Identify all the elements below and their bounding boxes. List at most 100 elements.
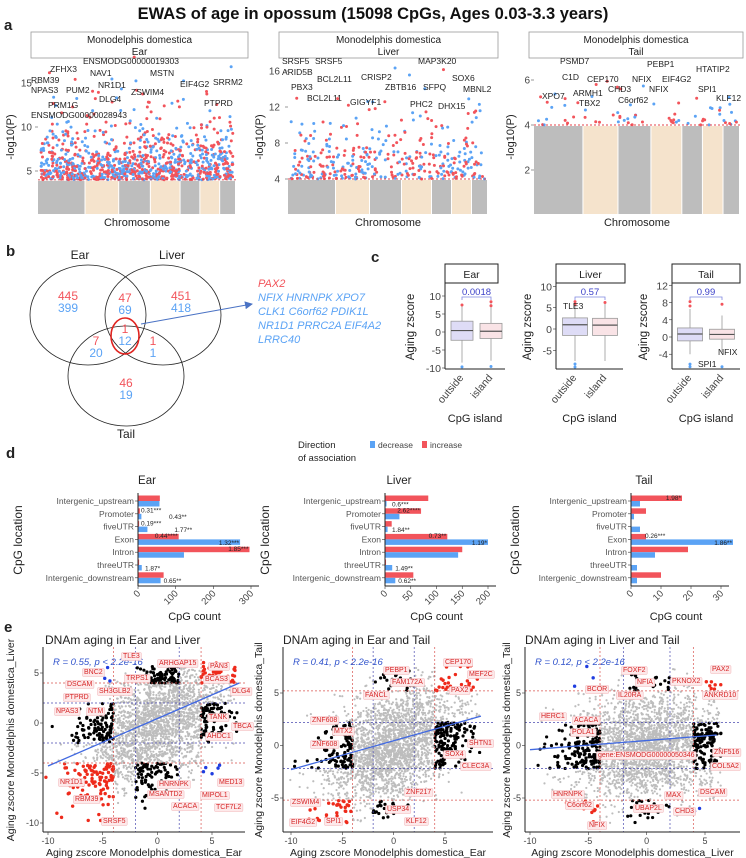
- cpg-point: [181, 722, 185, 725]
- cpg-point: [232, 698, 236, 701]
- cpg-point: [153, 160, 157, 164]
- cpg-point: [119, 108, 123, 112]
- cpg-point: [293, 149, 297, 153]
- cpg-point: [145, 705, 148, 708]
- cpg-point: [224, 160, 228, 164]
- legend-swatch-increase: [422, 441, 427, 448]
- cpg-point: [418, 114, 422, 118]
- cpg-point: [188, 760, 191, 763]
- gene-label: RBM39: [73, 795, 101, 804]
- cpg-point: [331, 166, 335, 170]
- cpg-point: [135, 703, 139, 706]
- cpg-point: [155, 752, 158, 756]
- cpg-point: [182, 172, 186, 176]
- cpg-point: [185, 687, 189, 690]
- cpg-point: [539, 95, 543, 99]
- cpg-point: [357, 145, 361, 149]
- cpg-point: [458, 168, 462, 172]
- cpg-point: [181, 762, 184, 765]
- cpg-point: [85, 122, 89, 126]
- cpg-point: [189, 682, 192, 685]
- cpg-point: [196, 140, 200, 144]
- cpg-point: [129, 141, 133, 145]
- cpg-point: [335, 155, 339, 159]
- cpg-point: [116, 737, 119, 741]
- cpg-point: [424, 773, 428, 776]
- cpg-point: [173, 694, 176, 697]
- cpg-point: [227, 164, 231, 168]
- cpg-point: [200, 126, 204, 130]
- x-tick-label: island: [699, 372, 726, 401]
- y-tick-label: 0: [662, 332, 668, 344]
- gene-label: PTPRD: [63, 693, 91, 702]
- cpg-point: [97, 157, 101, 161]
- cpg-point: [122, 726, 125, 729]
- cpg-point: [205, 92, 209, 96]
- cpg-point: [121, 737, 124, 740]
- gene-label: NR1D1: [98, 80, 126, 90]
- cpg-point: [147, 164, 151, 168]
- cpg-point: [135, 666, 139, 670]
- cpg-point: [195, 163, 199, 167]
- cpg-point: [120, 729, 123, 732]
- cpg-point: [190, 143, 194, 147]
- cpg-point: [111, 765, 115, 769]
- cpg-point: [197, 146, 201, 150]
- cpg-point: [150, 764, 154, 768]
- cpg-point: [67, 178, 71, 182]
- cpg-point: [298, 171, 302, 175]
- chromosome-band: [288, 180, 335, 214]
- gene-label: ZFHX3: [50, 64, 77, 74]
- cpg-point: [186, 717, 190, 720]
- cpg-point: [109, 775, 114, 779]
- cpg-point: [191, 723, 194, 727]
- cpg-point: [190, 772, 193, 775]
- cpg-point: [106, 157, 110, 161]
- cpg-point: [62, 139, 66, 143]
- cpg-point: [78, 154, 82, 158]
- cpg-point: [182, 725, 185, 728]
- cpg-point: [357, 169, 361, 173]
- cpg-point: [162, 735, 165, 738]
- bar-annotation: 0.62**: [398, 578, 416, 585]
- cpg-point: [168, 763, 173, 767]
- cpg-point: [167, 682, 170, 686]
- cpg-point: [191, 715, 194, 719]
- cpg-point: [163, 750, 167, 754]
- cpg-point: [189, 158, 193, 162]
- cpg-point: [94, 153, 98, 157]
- chromosome-band: [119, 180, 150, 214]
- cpg-point: [178, 174, 182, 178]
- cpg-point: [85, 772, 89, 776]
- cpg-point: [93, 97, 97, 101]
- cpg-point: [89, 155, 93, 159]
- cpg-point: [155, 761, 159, 766]
- cpg-point: [59, 165, 63, 169]
- cpg-point: [121, 743, 124, 747]
- cpg-point: [93, 129, 97, 133]
- cpg-point: [188, 732, 191, 735]
- cpg-point: [181, 727, 185, 730]
- x-tick-label: outside: [663, 372, 694, 406]
- cpg-point: [159, 686, 162, 690]
- cpg-point: [207, 709, 212, 713]
- cpg-point: [168, 695, 171, 698]
- cpg-point: [133, 713, 136, 716]
- cpg-point: [132, 141, 136, 145]
- cpg-point: [186, 696, 189, 700]
- cpg-point: [70, 143, 74, 147]
- cpg-point: [398, 708, 401, 711]
- cpg-point: [95, 758, 99, 761]
- cpg-point: [104, 716, 109, 720]
- cpg-point: [550, 105, 554, 109]
- box: [562, 317, 588, 336]
- cpg-point: [163, 672, 167, 677]
- cpg-point: [171, 698, 174, 701]
- cpg-point: [395, 701, 398, 704]
- gene-label: HNRNPK: [157, 780, 191, 789]
- cpg-point: [730, 110, 734, 114]
- cpg-point: [197, 678, 201, 681]
- x-tick-label: 30: [711, 588, 726, 603]
- cpg-point: [147, 704, 150, 708]
- cpg-point: [157, 740, 160, 743]
